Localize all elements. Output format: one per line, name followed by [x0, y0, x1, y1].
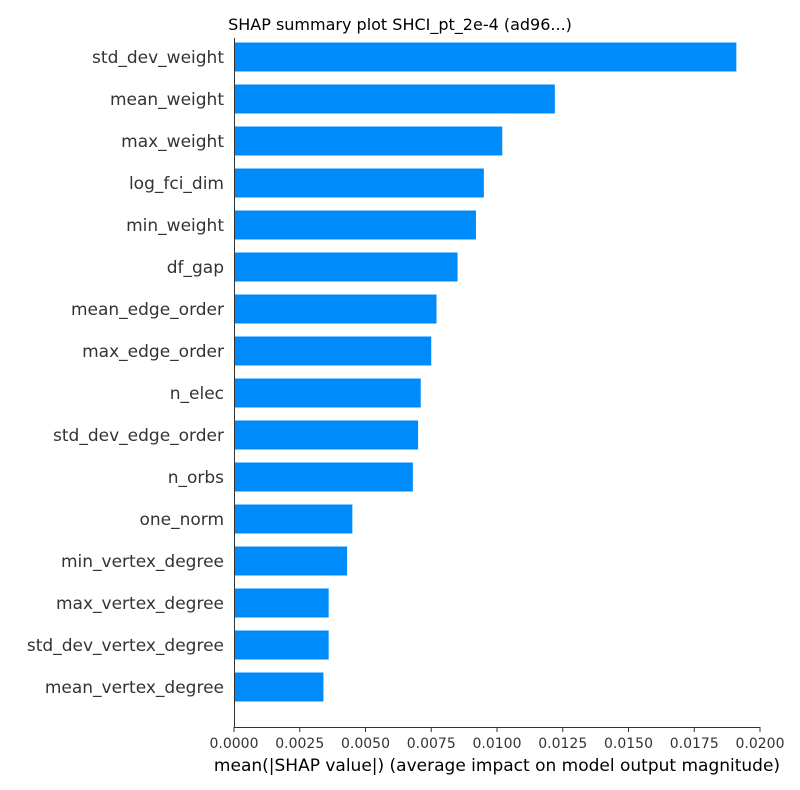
bar [234, 630, 329, 660]
category-label: mean_vertex_degree [45, 678, 224, 698]
bar [234, 672, 324, 702]
x-tick-label: 0.0100 [473, 736, 522, 752]
bar [234, 588, 329, 618]
bar [234, 210, 476, 240]
category-label: mean_weight [110, 90, 224, 110]
bar [234, 546, 348, 576]
x-tick-label: 0.0000 [210, 736, 259, 752]
bar [234, 84, 555, 114]
x-axis-label: mean(|SHAP value|) (average impact on mo… [214, 756, 780, 776]
x-tick-label: 0.0125 [538, 736, 587, 752]
category-label: mean_edge_order [71, 300, 224, 320]
category-label: max_edge_order [82, 342, 224, 362]
bar [234, 126, 503, 156]
category-label: std_dev_vertex_degree [27, 636, 224, 656]
category-label: max_weight [121, 132, 224, 152]
category-label: n_orbs [168, 468, 224, 488]
chart-title: SHAP summary plot SHCI_pt_2e-4 (ad96...) [228, 15, 572, 35]
x-tick-label: 0.0075 [407, 736, 456, 752]
bar [234, 336, 432, 366]
bar [234, 378, 421, 408]
x-tick-label: 0.0050 [341, 736, 390, 752]
x-tick-label: 0.0150 [604, 736, 653, 752]
x-tick-label: 0.0025 [275, 736, 324, 752]
x-tick-label: 0.0175 [670, 736, 719, 752]
bar [234, 294, 437, 324]
category-label: std_dev_weight [92, 48, 224, 68]
category-label: log_fci_dim [129, 174, 224, 194]
x-tick-label: 0.0200 [736, 736, 785, 752]
category-label: one_norm [139, 510, 224, 530]
bar [234, 252, 458, 282]
x-ticks: 0.0000 0.0025 0.0050 0.0075 0.0100 0.0125 0.01… [210, 727, 785, 752]
category-labels: std_dev_weight mean_weight max_weight log_f… [27, 48, 224, 698]
bar [234, 504, 353, 534]
category-label: min_vertex_degree [61, 552, 224, 572]
bars-group [234, 42, 737, 702]
category-label: max_vertex_degree [56, 594, 224, 614]
category-label: min_weight [126, 216, 224, 236]
category-label: n_elec [170, 384, 224, 404]
category-label: df_gap [167, 258, 224, 278]
bar [234, 42, 737, 72]
bar [234, 462, 413, 492]
bar [234, 168, 484, 198]
category-label: std_dev_edge_order [53, 426, 224, 446]
bar [234, 420, 419, 450]
